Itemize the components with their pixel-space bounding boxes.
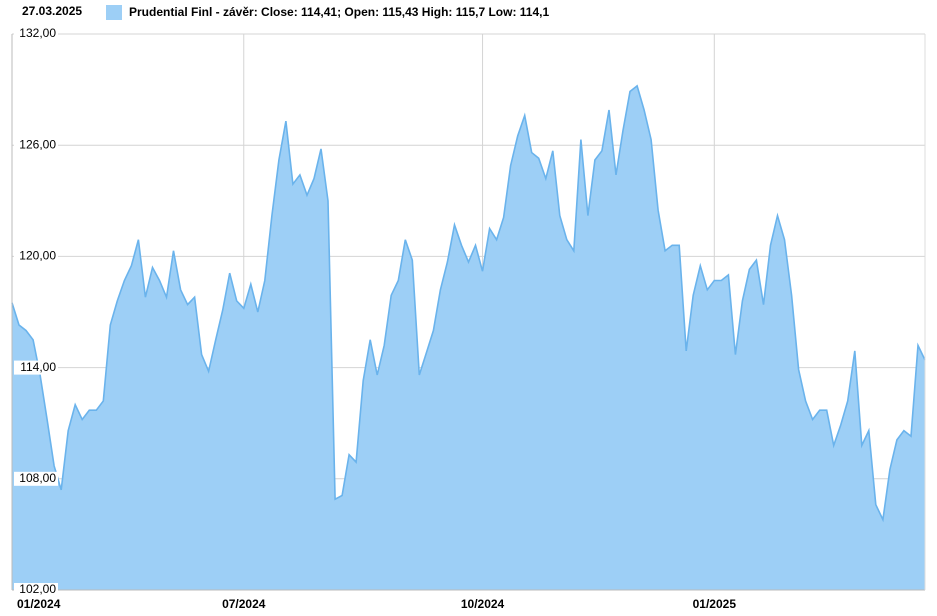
y-tick-label: 108,00 [19, 471, 56, 485]
line [11, 84, 926, 523]
x-tick-label: 07/2024 [222, 597, 266, 611]
y-tick-label: 102,00 [19, 582, 56, 596]
y-tick-bg [14, 27, 58, 41]
y-tick-bg [14, 583, 58, 597]
legend-swatch [106, 5, 122, 20]
x-tick-label: 01/2025 [693, 597, 737, 611]
labels: 01/2024 07/2024 10/2024 01/2025 102,00 108,00… [14, 26, 736, 611]
plot [11, 34, 926, 591]
y-tick-bg [14, 471, 58, 486]
chart-date: 27.03.2025 [22, 4, 82, 18]
legend-label: Prudential Finl - závěr: Close: 114,41; … [129, 5, 549, 19]
y-tick-bg [14, 138, 58, 153]
y-tick-bg [14, 249, 58, 264]
y-tick-label: 132,00 [19, 26, 56, 40]
y-tick-label: 126,00 [19, 137, 56, 151]
x-tick-label: 01/2024 [17, 597, 61, 611]
y-tick-bg [14, 360, 58, 375]
y-tick-label: 120,00 [19, 249, 56, 263]
x-tick-label: 10/2024 [461, 597, 505, 611]
y-tick-label: 114,00 [20, 360, 56, 374]
area [12, 85, 925, 591]
